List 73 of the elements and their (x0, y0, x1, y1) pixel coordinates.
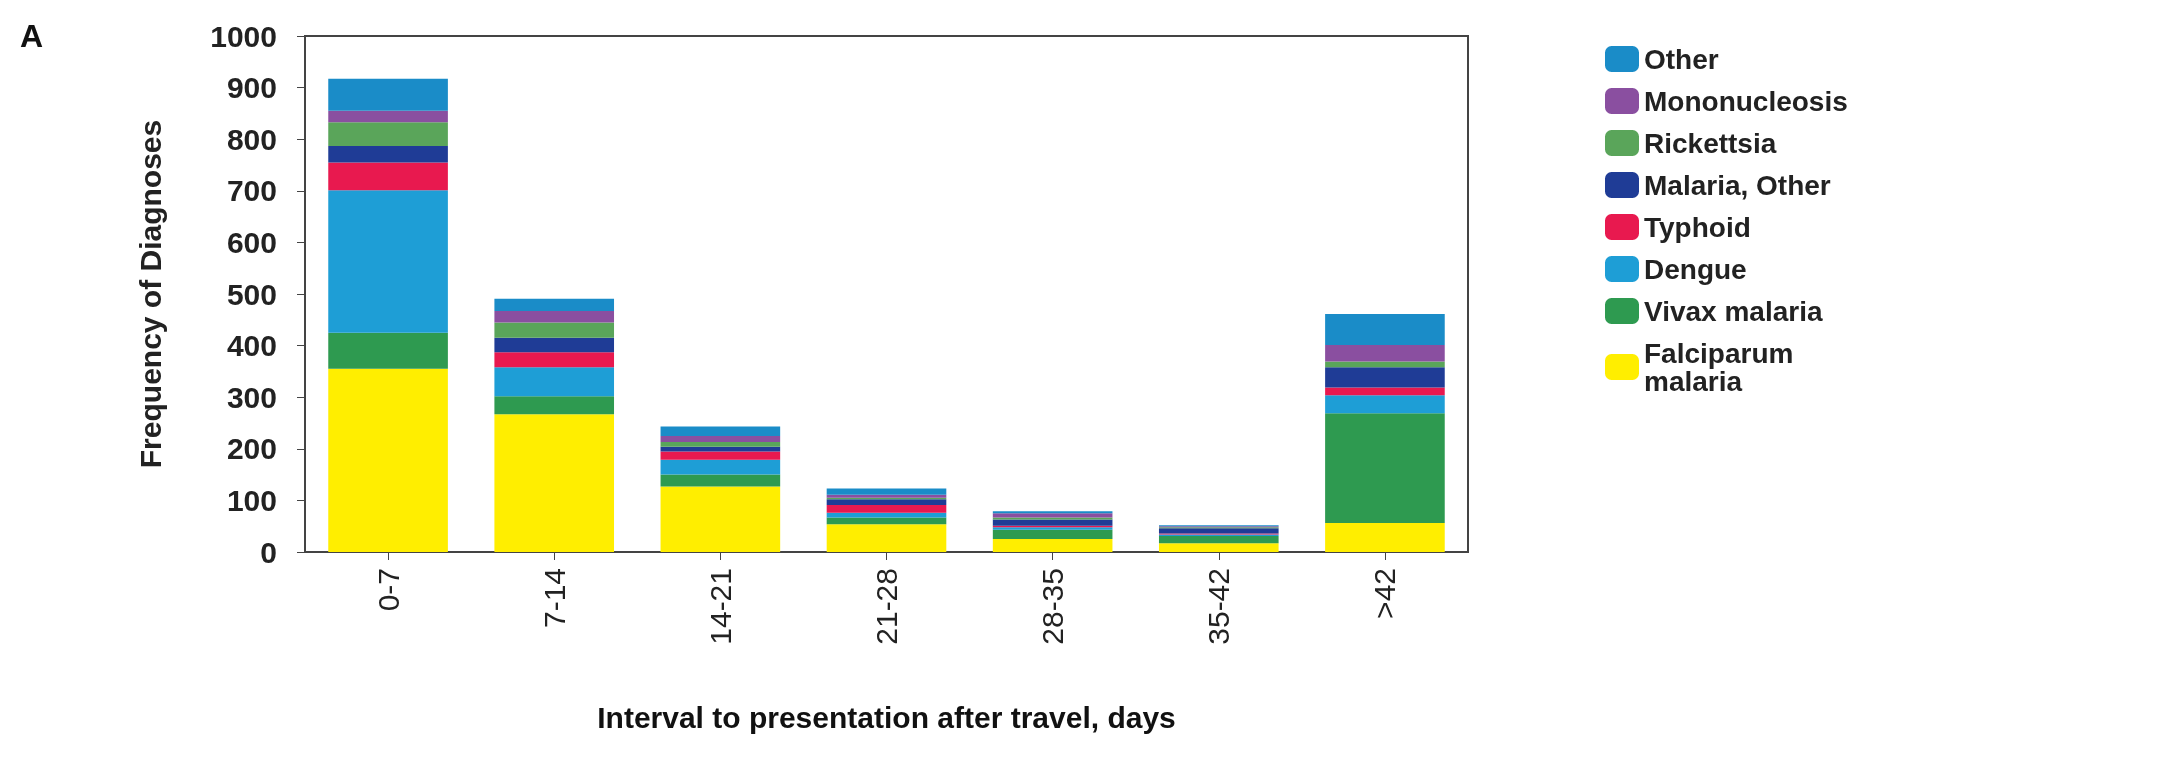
bar (1325, 314, 1445, 346)
bar (1325, 387, 1445, 396)
legend-label: Dengue (1644, 253, 1747, 285)
y-axis-title: Frequency of Diagnoses (133, 119, 167, 469)
bar (1325, 345, 1445, 362)
bar (494, 367, 615, 397)
bar (826, 517, 947, 525)
bar (992, 511, 1113, 514)
y-tick-label: 200 (226, 432, 277, 466)
legend-label: Mononucleosis (1644, 85, 1848, 117)
legend-label: Typhoid (1644, 211, 1751, 243)
bar (660, 451, 781, 460)
bar (826, 524, 947, 552)
y-tick-label: 900 (226, 71, 277, 105)
legend-label: Vivax malaria (1644, 295, 1823, 327)
bar (494, 311, 615, 323)
bar (826, 488, 947, 495)
bar (328, 190, 448, 333)
y-tick-label: 1000 (210, 19, 277, 53)
bar (494, 396, 615, 415)
bar (826, 499, 947, 506)
bar (1325, 413, 1445, 524)
x-tick-label: 35-42 (1202, 568, 1236, 645)
y-tick-label: 0 (260, 535, 277, 569)
bar (992, 517, 1113, 520)
y-tick-label: 800 (226, 122, 277, 156)
y-tick-label: 600 (226, 225, 277, 259)
bar (494, 298, 615, 312)
bar (992, 513, 1113, 518)
bar (328, 110, 448, 123)
bar (992, 519, 1113, 526)
bar (328, 332, 448, 369)
x-tick-label: 28-35 (1036, 568, 1070, 645)
bar (660, 474, 781, 487)
bar (826, 505, 947, 513)
bar (660, 442, 781, 447)
y-tick-label: 100 (226, 483, 277, 517)
text: A (20, 18, 44, 54)
y-tick-label: 500 (226, 277, 277, 311)
bar (660, 435, 781, 443)
bar (494, 337, 615, 353)
bar (328, 368, 448, 552)
bar (660, 426, 781, 436)
bar (328, 145, 448, 163)
x-axis-title: Interval to presentation after travel, days (597, 700, 1176, 734)
bar (992, 529, 1113, 540)
x-tick-label: 0-7 (371, 568, 405, 612)
bar (660, 459, 781, 475)
bar (660, 486, 781, 552)
legend-label: Rickettsia (1644, 127, 1777, 159)
bar (328, 122, 448, 146)
y-tick-label: 300 (226, 380, 277, 414)
legend-label: Other (1644, 43, 1719, 75)
bar (494, 322, 615, 338)
legend-label: Malaria, Other (1644, 169, 1831, 201)
bar (328, 78, 448, 111)
bar (1158, 536, 1279, 544)
bar (1158, 528, 1279, 534)
x-tick-label: >42 (1368, 568, 1402, 619)
bar (1325, 523, 1445, 552)
bar (494, 414, 615, 552)
bar (1325, 367, 1445, 388)
y-tick-label: 400 (226, 329, 277, 363)
y-tick-label: 700 (226, 174, 277, 208)
x-tick-label: 7-14 (537, 568, 571, 629)
bar (494, 352, 615, 368)
x-tick-label: 21-28 (870, 568, 903, 645)
x-tick-label: 14-21 (703, 568, 737, 645)
bar (1158, 543, 1279, 552)
bar (328, 162, 448, 191)
bar (1325, 395, 1445, 414)
legend-label: Falciparum malaria (1644, 337, 1802, 397)
bar (992, 539, 1113, 552)
